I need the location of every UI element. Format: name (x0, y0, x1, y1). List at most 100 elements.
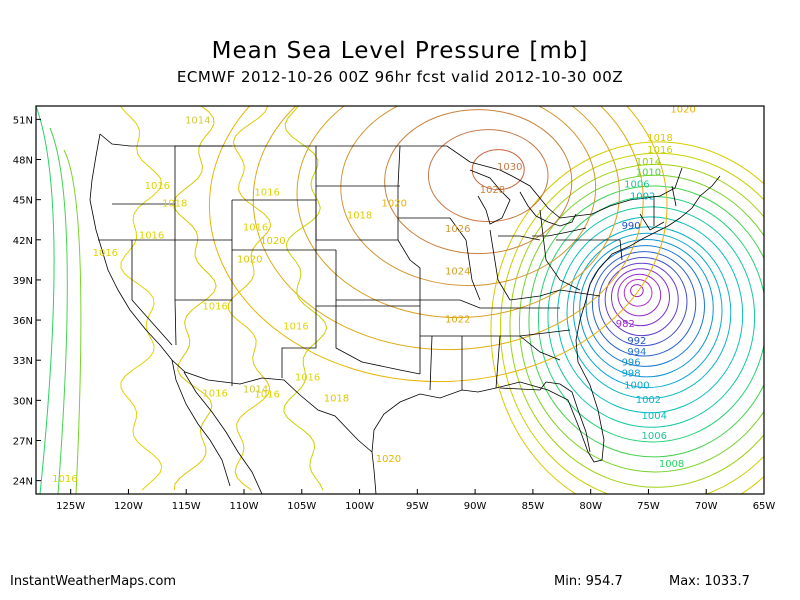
isobar-low (537, 196, 764, 443)
axis-ticks: 125W 120W 115W 110W 105W 100W 95W 90W 85W 80W 75W 7… (13, 115, 776, 512)
state-line (465, 239, 481, 301)
isobar-label: 1020 (376, 454, 401, 465)
isobar-low (598, 257, 688, 347)
isobar-label: 1004 (641, 411, 666, 422)
isobar-west (227, 106, 272, 491)
isobar-label: 1006 (641, 431, 666, 442)
isobar-low (572, 232, 723, 389)
isobar-label: 1002 (630, 192, 655, 203)
isobar-label: 1016 (52, 474, 77, 485)
isobar-label: 1016 (243, 222, 268, 233)
isobar-pacific (36, 106, 55, 494)
isobar-label: 1018 (162, 198, 187, 209)
map-title: Mean Sea Level Pressure [mb] (211, 38, 589, 64)
lon-tick-label: 65W (753, 501, 776, 512)
state-line (397, 145, 401, 240)
isobar-label: 1018 (347, 210, 372, 221)
lat-tick-label: 45N (13, 196, 33, 207)
isobar-low (518, 174, 764, 473)
isobar-low (604, 262, 679, 337)
lon-tick-label: 80W (579, 501, 602, 512)
isobar-high (384, 109, 573, 255)
lon-tick-label: 110W (230, 501, 259, 512)
isobar-high (340, 106, 597, 287)
isobar-low (547, 206, 756, 428)
great-lakes (519, 191, 577, 227)
isobar-low (623, 279, 653, 307)
state-line (509, 289, 601, 301)
lat-tick-label: 42N (13, 236, 33, 247)
lat-tick-label: 51N (13, 115, 33, 126)
lat-tick-label: 24N (13, 477, 33, 488)
isobar-label: 1016 (647, 145, 672, 156)
isobar-low (579, 239, 714, 378)
isobar-layer (36, 106, 764, 494)
isobar-low (630, 284, 644, 298)
great-lakes (532, 227, 587, 237)
lon-tick-label: 115W (172, 501, 201, 512)
isobar-label: 1026 (445, 224, 470, 235)
state-line (556, 239, 623, 261)
lon-tick-label: 70W (695, 501, 718, 512)
map-frame (35, 105, 765, 495)
state-line (174, 146, 177, 346)
great-lakes (469, 169, 511, 225)
isobar-west (120, 106, 163, 491)
lat-tick-label: 33N (13, 356, 33, 367)
isobar-label: 1002 (636, 395, 661, 406)
isobar-label: 1016 (139, 230, 164, 241)
isobar-low (566, 226, 732, 399)
isobar-label: 1016 (145, 181, 170, 192)
map-subtitle: ECMWF 2012-10-26 00Z 96hr fcst valid 201… (176, 68, 624, 86)
lon-tick-label: 95W (406, 501, 429, 512)
isobar-label: 1016 (295, 372, 320, 383)
isobar-low (528, 185, 764, 458)
state-line (281, 306, 317, 378)
isobar-west (172, 106, 217, 491)
isobar-label: 1008 (659, 459, 684, 470)
isobar-label: 1020 (670, 105, 695, 116)
isobar-low (556, 216, 744, 414)
mexico-gulf (371, 451, 377, 494)
isobar-label: 1016 (254, 390, 279, 401)
isobar-label: 1028 (480, 185, 505, 196)
isobar-label: 1010 (636, 168, 661, 179)
state-line (489, 229, 511, 301)
max-pressure-readout: Max: 1033.7 (669, 574, 750, 589)
min-pressure-readout: Min: 954.7 (554, 574, 623, 589)
lon-tick-label: 85W (522, 501, 545, 512)
isobar-label: 994 (627, 347, 646, 358)
isobar-labels: 1014101610181016101610161016102010201016… (52, 105, 696, 485)
isobar-label: 1000 (624, 380, 649, 391)
state-line (671, 185, 677, 207)
isobar-label: 1006 (624, 180, 649, 191)
pacific-coastline (89, 133, 173, 361)
isobar-label: 990 (622, 221, 641, 232)
isobar-label: 1022 (445, 315, 470, 326)
florida (545, 381, 591, 453)
isobar-label: 1014 (243, 384, 268, 395)
isobar-label: 992 (627, 336, 646, 347)
isobar-label: 982 (616, 319, 635, 330)
isobar-label: 1020 (381, 198, 406, 209)
baja-coast (171, 359, 231, 487)
lat-tick-label: 27N (13, 436, 33, 447)
isobar-low (591, 251, 697, 357)
gulf-coastline (371, 339, 605, 463)
state-line (131, 240, 173, 346)
isobar-high (427, 129, 549, 223)
isobar-high (252, 106, 644, 351)
state-line (539, 209, 581, 291)
state-line (498, 235, 541, 241)
isobar-pacific (63, 149, 82, 494)
state-line (335, 300, 421, 375)
isobar-high (296, 106, 620, 319)
isobar-label: 1020 (237, 255, 262, 266)
isobar-high (471, 149, 525, 191)
isobar-label: 998 (622, 368, 641, 379)
state-line (519, 335, 561, 361)
isobar-low (617, 273, 662, 317)
lat-tick-label: 36N (13, 316, 33, 327)
state-line (315, 146, 398, 241)
